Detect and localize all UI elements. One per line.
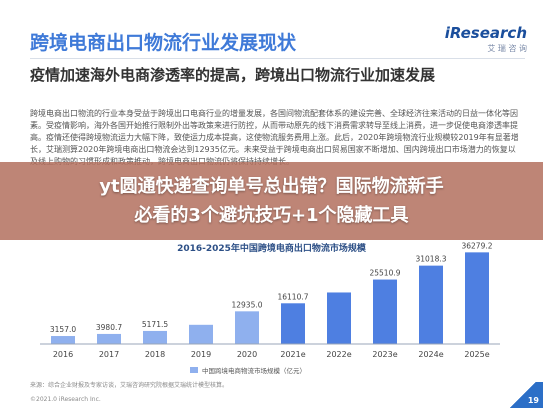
body-paragraph: 跨境电商出口物流的行业本身受益于跨境出口电商行业的增量发展，各国间物流配套体系的…: [30, 109, 519, 166]
page-number: 19: [527, 396, 539, 405]
data-label-2025e: 36279.2: [461, 241, 492, 250]
data-label-2016: 3157.0: [50, 325, 76, 334]
banner-headline[interactable]: yt圆通快递查询单号总出错？国际物流新手 必看的3个避坑技巧+1个隐藏工具: [12, 172, 532, 230]
legend-swatch: [190, 367, 198, 373]
bar-2021e: [281, 303, 305, 344]
data-label-2021e: 16110.7: [277, 292, 308, 301]
bar-2024e: [419, 265, 443, 344]
section-subtitle: 疫情加速海外电商渗透率的提高，跨境出口物流行业加速发展: [30, 66, 436, 84]
title-divider: [30, 58, 525, 59]
bar-2016: [51, 336, 75, 344]
page-number-badge: 19: [503, 382, 543, 408]
x-tick-2017: 2017: [99, 350, 119, 359]
source-note: 来源：综合企业财报及专家访谈，艾瑞咨询研究院根据艾瑞统计模型核算。: [30, 382, 229, 389]
bar-2023e: [373, 279, 397, 344]
bar-2019: [189, 324, 213, 344]
x-tick-2024e: 2024e: [418, 350, 443, 359]
data-label-2023e: 25510.9: [369, 269, 400, 278]
copyright: ©2021.0 iResearch Inc.: [30, 396, 101, 403]
data-label-2020: 12935.0: [231, 300, 262, 309]
data-label-2018: 5171.5: [142, 320, 168, 329]
chart-title: 2016-2025年中国跨境电商出口物流市场规模: [177, 244, 366, 254]
x-tick-2023e: 2023e: [372, 350, 397, 359]
x-tick-2021e: 2021e: [280, 350, 305, 359]
bar-2020: [235, 311, 259, 344]
legend-label: 中国跨境电商物流市场规模（亿元）: [202, 366, 306, 375]
iresearch-logo: iResearch 艾 瑞 咨 询: [445, 24, 527, 54]
overlay-banner[interactable]: yt圆通快递查询单号总出错？国际物流新手 必看的3个避坑技巧+1个隐藏工具: [0, 162, 543, 240]
bar-2025e: [465, 252, 489, 344]
x-tick-2018: 2018: [145, 350, 165, 359]
banner-line-1: yt圆通快递查询单号总出错？国际物流新手: [99, 176, 444, 197]
page-title: 跨境电商出口物流行业发展现状: [30, 32, 297, 54]
x-tick-2016: 2016: [53, 350, 73, 359]
data-label-2017: 3980.7: [96, 323, 122, 332]
x-tick-2022e: 2022e: [326, 350, 351, 359]
data-label-2024e: 31018.3: [415, 255, 446, 264]
x-tick-2025e: 2025e: [464, 350, 489, 359]
banner-line-2: 必看的3个避坑技巧+1个隐藏工具: [134, 205, 409, 226]
bar-2018: [143, 330, 167, 344]
bar-2022e: [327, 292, 351, 344]
x-tick-2019: 2019: [191, 350, 211, 359]
logo-text: iResearch: [444, 24, 527, 42]
logo-subtext: 艾 瑞 咨 询: [487, 44, 527, 53]
x-tick-2020: 2020: [237, 350, 257, 359]
bar-2017: [97, 333, 121, 344]
